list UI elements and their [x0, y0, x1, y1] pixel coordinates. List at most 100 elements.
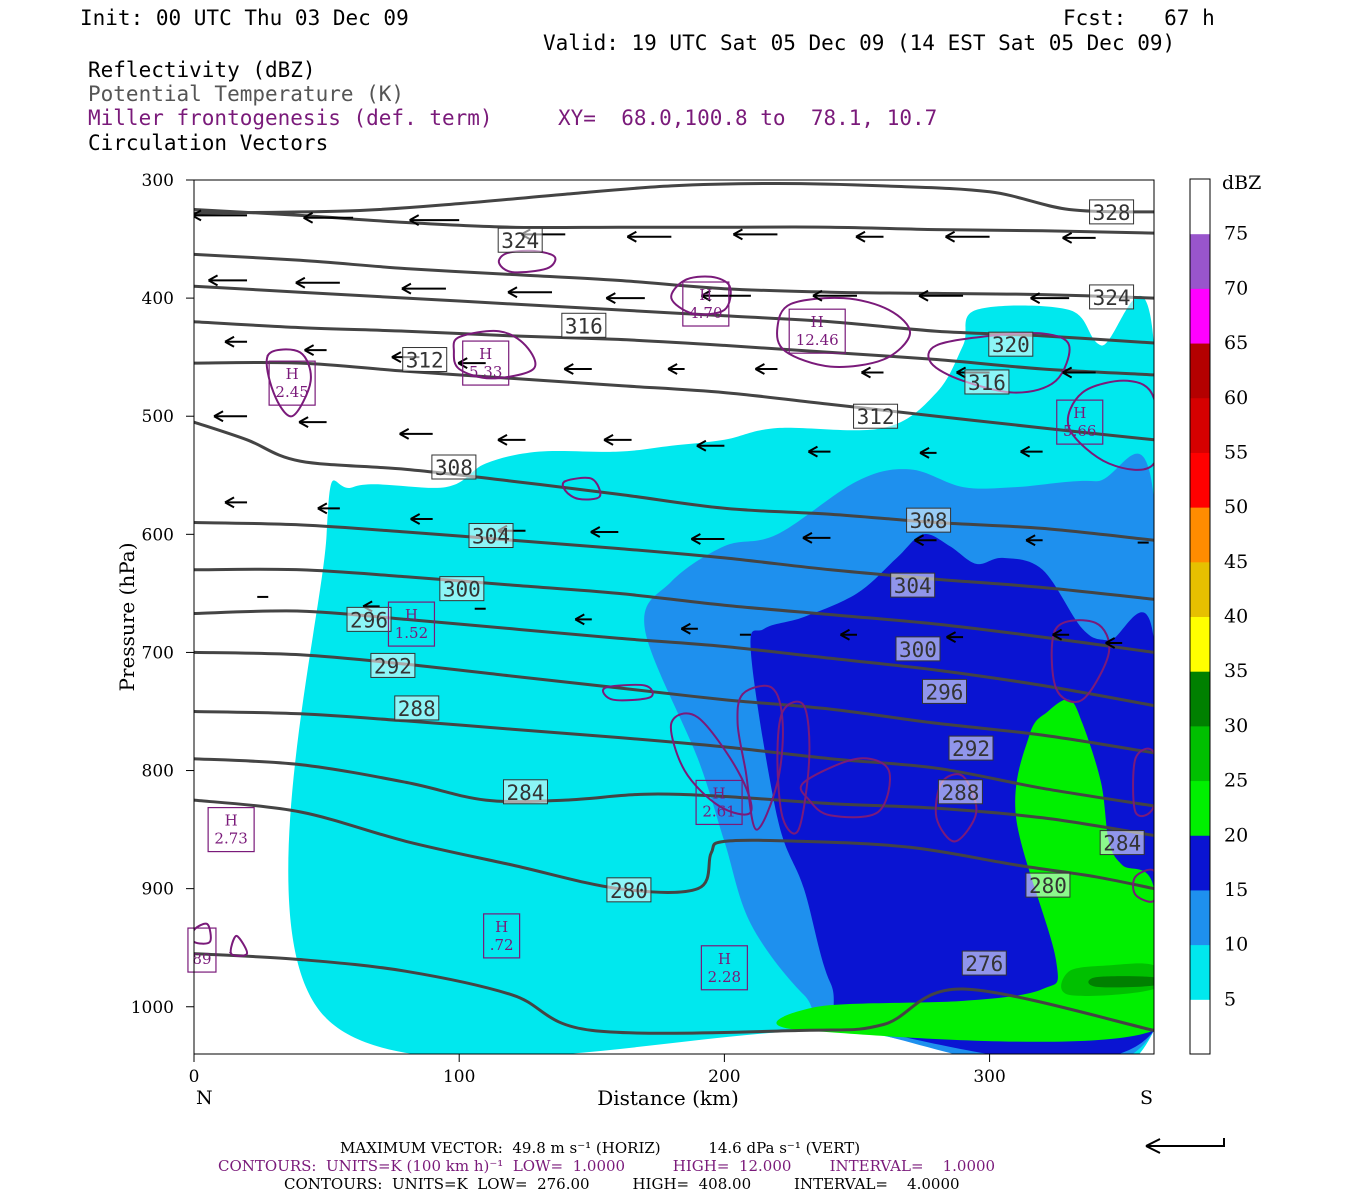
theta-label-text: 324 [501, 229, 539, 253]
frontogenesis-contour [776, 700, 811, 835]
field-frontogenesis: Miller frontogenesis (def. term) [88, 106, 493, 130]
circulation-vector [667, 363, 685, 375]
theta-label-text: 300 [443, 578, 481, 602]
vector-head [754, 363, 765, 375]
circulation-vector [208, 274, 248, 287]
colorbar-swatch [1190, 889, 1210, 946]
theta-label-box [921, 678, 967, 704]
theta-label-box [439, 576, 485, 602]
x-axis-title: Distance (km) [597, 1086, 739, 1110]
frontogenesis-max-label: 89 [187, 927, 217, 973]
circulation-vector [298, 416, 327, 428]
frontogenesis-max-value: 2.73 [214, 830, 247, 848]
circulation-vector [802, 531, 831, 544]
vector-head [1020, 445, 1031, 458]
colorbar-tick-label: 50 [1224, 496, 1248, 518]
frontogenesis-max-value: 1.52 [395, 624, 428, 642]
circulation-vector [410, 513, 433, 525]
colorbar-swatch [1190, 179, 1210, 235]
frontogenesis-max-box [483, 913, 521, 959]
circulation-vector [507, 286, 553, 299]
theta-label-box [895, 636, 941, 662]
vector-head [194, 209, 202, 222]
frontogenesis-max-label: H5.66 [1056, 399, 1104, 445]
theta-label-text: 324 [1093, 286, 1131, 310]
theta-label: 328 [1089, 199, 1135, 225]
theta-label-text: 308 [435, 456, 473, 480]
frontogenesis-max-letter: H [713, 784, 726, 802]
colorbar-tick-label: 60 [1224, 387, 1248, 409]
circulation-vector [224, 335, 248, 348]
colorbar-swatch [1190, 233, 1210, 289]
field-reflectivity: Reflectivity (dBZ) [88, 58, 316, 82]
circulation-vector [317, 502, 340, 515]
theta-label-text: 320 [992, 333, 1030, 357]
vector-head [1030, 292, 1041, 304]
theta-label: 300 [895, 636, 941, 662]
theta-label: 280 [606, 877, 652, 903]
circulation-vector [213, 410, 248, 423]
frontogenesis-max-box [207, 806, 255, 853]
colorbar-tick-label: 40 [1224, 606, 1248, 628]
theta-label-text: 292 [952, 737, 990, 761]
theta-contour-288 [194, 709, 1154, 808]
theta-contour-276 [194, 952, 1154, 1035]
frontogenesis-contour [934, 773, 978, 843]
vector-head [563, 363, 574, 375]
theta-label-box [988, 331, 1034, 357]
vector-head [918, 289, 929, 302]
colorbar-swatch [1190, 671, 1210, 727]
theta-label: 292 [370, 652, 416, 678]
colorbar-swatch [1190, 507, 1210, 563]
frontogenesis-contour [799, 757, 891, 819]
y-tick-label: 400 [142, 289, 174, 309]
vector-head [295, 276, 306, 289]
frontogenesis-max-label: H1.52 [387, 601, 436, 647]
theta-label-text: 304 [472, 525, 510, 549]
frontogenesis-max-letter: H [225, 812, 238, 830]
circulation-vector [626, 230, 672, 243]
frontogenesis-max-value: 2.28 [708, 968, 741, 986]
frontogenesis-contour [776, 296, 912, 368]
frontogenesis-contour [497, 249, 557, 274]
colorbar-tick-label: 65 [1224, 332, 1248, 354]
reference-vector-shaft [1146, 1138, 1225, 1147]
colorbar-swatch [1190, 725, 1210, 782]
theta-label-box [890, 572, 936, 598]
colorbar-swatch [1190, 452, 1210, 508]
fronto-contour-note: CONTOURS: UNITS=K (100 km h)⁻¹ LOW= 1.00… [218, 1157, 996, 1175]
vector-head [945, 230, 956, 243]
colorbar-frame [1189, 178, 1211, 1055]
circulation-vector [812, 289, 857, 302]
vector-head [298, 416, 309, 428]
vector-head [507, 286, 518, 299]
colorbar-title: dBZ [1222, 172, 1261, 194]
vector-head [497, 433, 508, 446]
circulation-vector [861, 366, 884, 379]
frontogenesis-max-box [462, 340, 510, 386]
theta-label-box [961, 950, 1007, 976]
circulation-vector [914, 534, 937, 547]
colorbar-tick-label: 5 [1224, 988, 1236, 1010]
circulation-vector [409, 214, 460, 227]
theta-label: 312 [853, 403, 899, 429]
frontogenesis-contour [670, 275, 732, 316]
colorbar-swatch [1190, 561, 1210, 617]
theta-label-box [468, 523, 514, 549]
colorbar-tick-label: 55 [1224, 441, 1248, 463]
theta-label-text: 312 [857, 405, 895, 429]
vector-head [590, 526, 601, 538]
theta-label: 276 [961, 950, 1007, 976]
vector-head [914, 534, 925, 547]
frontogenesis-max-letter: H [699, 286, 712, 304]
circulation-vector [563, 363, 592, 375]
frontogenesis-max-label: H4.70 [682, 281, 730, 327]
circulation-vector [690, 533, 725, 545]
circulation-vector [1105, 637, 1123, 649]
frontogenesis-contour [736, 684, 784, 831]
vector-head [410, 513, 421, 525]
theta-label: 284 [502, 779, 548, 805]
theta-contour-316 [194, 320, 1154, 377]
field-potential-temperature: Potential Temperature (K) [88, 82, 405, 106]
